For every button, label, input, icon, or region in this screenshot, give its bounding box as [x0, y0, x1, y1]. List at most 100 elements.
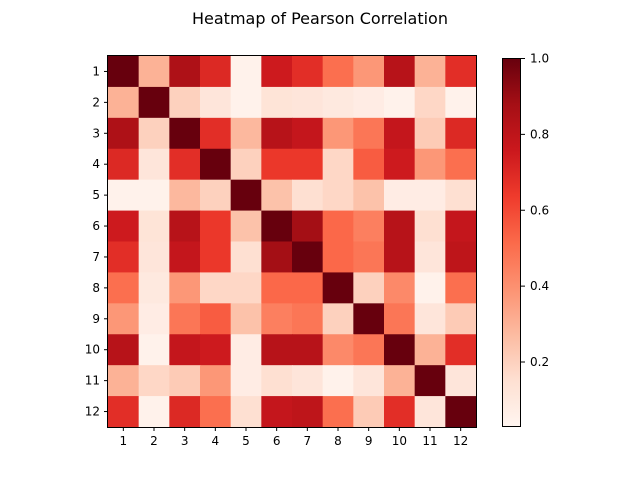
- heatmap-cell-r4-c12: [445, 148, 477, 181]
- x-tick-label: 7: [304, 434, 312, 448]
- x-tick-label: 10: [392, 434, 407, 448]
- heatmap-cell-r12-c5: [230, 396, 262, 428]
- heatmap-cell-r8-c9: [353, 272, 385, 304]
- heatmap-cell-r3-c9: [353, 117, 385, 150]
- heatmap-cell-r5-c1: [108, 179, 140, 212]
- heatmap-cell-r5-c3: [169, 179, 201, 212]
- y-tick-label: 1: [92, 64, 100, 78]
- colorbar-tick-label: 0.4: [530, 279, 549, 293]
- heatmap-cell-r5-c6: [261, 179, 293, 212]
- heatmap-cell-r8-c5: [230, 272, 262, 304]
- heatmap-cell-r1-c6: [261, 56, 293, 88]
- heatmap-cell-r9-c2: [138, 303, 170, 335]
- heatmap-cell-r8-c1: [108, 272, 140, 304]
- heatmap-cell-r11-c11: [414, 365, 446, 397]
- heatmap-cell-r11-c10: [384, 365, 416, 397]
- heatmap-cell-r9-c10: [384, 303, 416, 335]
- heatmap-cell-r12-c8: [322, 396, 354, 428]
- heatmap-cell-r10-c7: [292, 334, 324, 366]
- heatmap-cell-r6-c9: [353, 210, 385, 243]
- heatmap-cell-r6-c12: [445, 210, 477, 243]
- heatmap-cell-r7-c6: [261, 241, 293, 274]
- heatmap-cell-r11-c1: [108, 365, 140, 397]
- heatmap-cell-r10-c1: [108, 334, 140, 366]
- heatmap-cell-r7-c4: [200, 241, 232, 274]
- heatmap-cell-r1-c9: [353, 56, 385, 88]
- x-tick-label: 8: [334, 434, 342, 448]
- heatmap-cell-r2-c5: [230, 86, 262, 119]
- heatmap-cell-r11-c4: [200, 365, 232, 397]
- heatmap-cell-r1-c3: [169, 56, 201, 88]
- heatmap-cell-r2-c6: [261, 86, 293, 119]
- heatmap-cell-r11-c5: [230, 365, 262, 397]
- y-tick-label: 7: [92, 250, 100, 264]
- heatmap-cell-r10-c6: [261, 334, 293, 366]
- heatmap-cell-r12-c2: [138, 396, 170, 428]
- heatmap-cell-r11-c6: [261, 365, 293, 397]
- heatmap-cell-r3-c10: [384, 117, 416, 150]
- heatmap-cell-r11-c3: [169, 365, 201, 397]
- heatmap-cell-r5-c5: [230, 179, 262, 212]
- heatmap-cell-r10-c2: [138, 334, 170, 366]
- heatmap-cell-r5-c11: [414, 179, 446, 212]
- heatmap-cell-r4-c2: [138, 148, 170, 181]
- heatmap-cell-r6-c3: [169, 210, 201, 243]
- heatmap-cell-r12-c9: [353, 396, 385, 428]
- heatmap-cell-r8-c2: [138, 272, 170, 304]
- x-axis: 1 2 3 4 5 6 7 8 9 10 11 12: [120, 427, 468, 448]
- heatmap-cell-r1-c7: [292, 56, 324, 88]
- heatmap-cell-r6-c4: [200, 210, 232, 243]
- colorbar: [502, 58, 521, 427]
- y-tick-label: 12: [85, 405, 100, 419]
- heatmap-cell-r12-c10: [384, 396, 416, 428]
- heatmap-cell-r9-c12: [445, 303, 477, 335]
- heatmap-cell-r4-c1: [108, 148, 140, 181]
- x-tick-label: 9: [365, 434, 373, 448]
- y-tick-label: 3: [92, 126, 100, 140]
- heatmap-cell-r7-c3: [169, 241, 201, 274]
- heatmap-cell-r4-c9: [353, 148, 385, 181]
- heatmap-cell-r4-c7: [292, 148, 324, 181]
- heatmap-cell-r5-c12: [445, 179, 477, 212]
- heatmap-cell-r4-c3: [169, 148, 201, 181]
- heatmap-cell-r3-c12: [445, 117, 477, 150]
- x-tick-label: 6: [273, 434, 281, 448]
- heatmap-cell-r9-c6: [261, 303, 293, 335]
- heatmap-cell-r7-c1: [108, 241, 140, 274]
- x-tick-label: 11: [422, 434, 437, 448]
- heatmap-cell-r9-c4: [200, 303, 232, 335]
- heatmap-cell-r4-c11: [414, 148, 446, 181]
- heatmap-cell-r11-c12: [445, 365, 477, 397]
- heatmap-cell-r3-c7: [292, 117, 324, 150]
- colorbar-tick-label: 0.8: [530, 127, 549, 141]
- colorbar-tick-label: 0.6: [530, 203, 549, 217]
- y-tick-label: 10: [85, 343, 100, 357]
- heatmap-cell-r8-c12: [445, 272, 477, 304]
- heatmap-cell-r10-c5: [230, 334, 262, 366]
- x-tick-label: 4: [212, 434, 220, 448]
- heatmap-cell-r1-c12: [445, 56, 477, 88]
- heatmap-cell-r2-c10: [384, 86, 416, 119]
- heatmap-cell-r2-c1: [108, 86, 140, 119]
- heatmap-cell-r12-c11: [414, 396, 446, 428]
- heatmap-cell-r7-c5: [230, 241, 262, 274]
- heatmap-cell-r9-c8: [322, 303, 354, 335]
- heatmap-cell-r11-c7: [292, 365, 324, 397]
- colorbar-tick-label: 0.2: [530, 355, 549, 369]
- heatmap-cell-r1-c2: [138, 56, 170, 88]
- heatmap-cell-r12-c7: [292, 396, 324, 428]
- y-tick-label: 5: [92, 188, 100, 202]
- heatmap-cell-r2-c8: [322, 86, 354, 119]
- chart-title: Heatmap of Pearson Correlation: [192, 9, 448, 28]
- heatmap-cell-r1-c10: [384, 56, 416, 88]
- heatmap-cell-r8-c11: [414, 272, 446, 304]
- heatmap-cell-r1-c8: [322, 56, 354, 88]
- heatmap-cell-r5-c2: [138, 179, 170, 212]
- heatmap-cell-r3-c6: [261, 117, 293, 150]
- heatmap-cell-r2-c3: [169, 86, 201, 119]
- y-tick-label: 6: [92, 219, 100, 233]
- heatmap-cell-r2-c2: [138, 86, 170, 119]
- heatmap-cell-r8-c4: [200, 272, 232, 304]
- heatmap-cell-r12-c3: [169, 396, 201, 428]
- heatmap-cell-r9-c1: [108, 303, 140, 335]
